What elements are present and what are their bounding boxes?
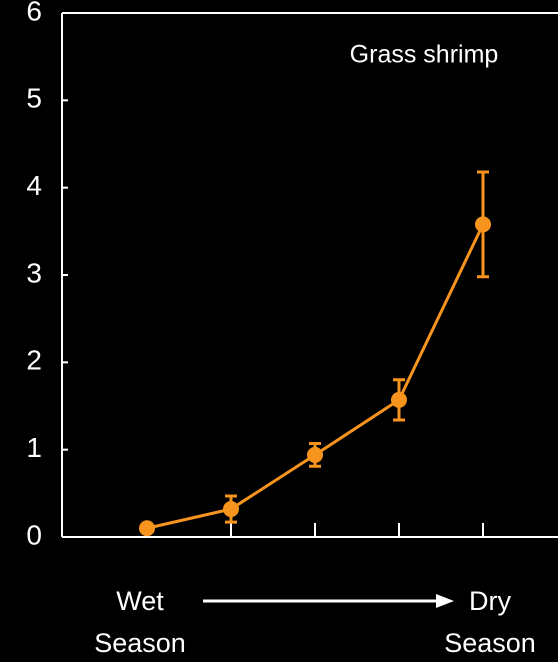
point	[139, 520, 155, 537]
arrow-head	[436, 594, 454, 608]
point	[307, 446, 323, 463]
y-tick-label: 3	[26, 257, 42, 288]
series-line	[146, 223, 485, 530]
y-tick-label: 6	[26, 0, 42, 26]
y-tick-label: 5	[26, 83, 42, 114]
chart-title: Grass shrimp	[350, 41, 499, 69]
point	[223, 501, 239, 518]
y-tick-label: 1	[26, 432, 42, 463]
point	[391, 391, 407, 408]
annotation: Wet Season	[94, 586, 186, 658]
y-tick-label: 4	[26, 170, 42, 201]
annotation: Dry Season	[444, 586, 536, 658]
y-tick-label: 2	[26, 345, 42, 376]
point	[475, 216, 491, 233]
y-tick-label: 0	[26, 519, 42, 550]
